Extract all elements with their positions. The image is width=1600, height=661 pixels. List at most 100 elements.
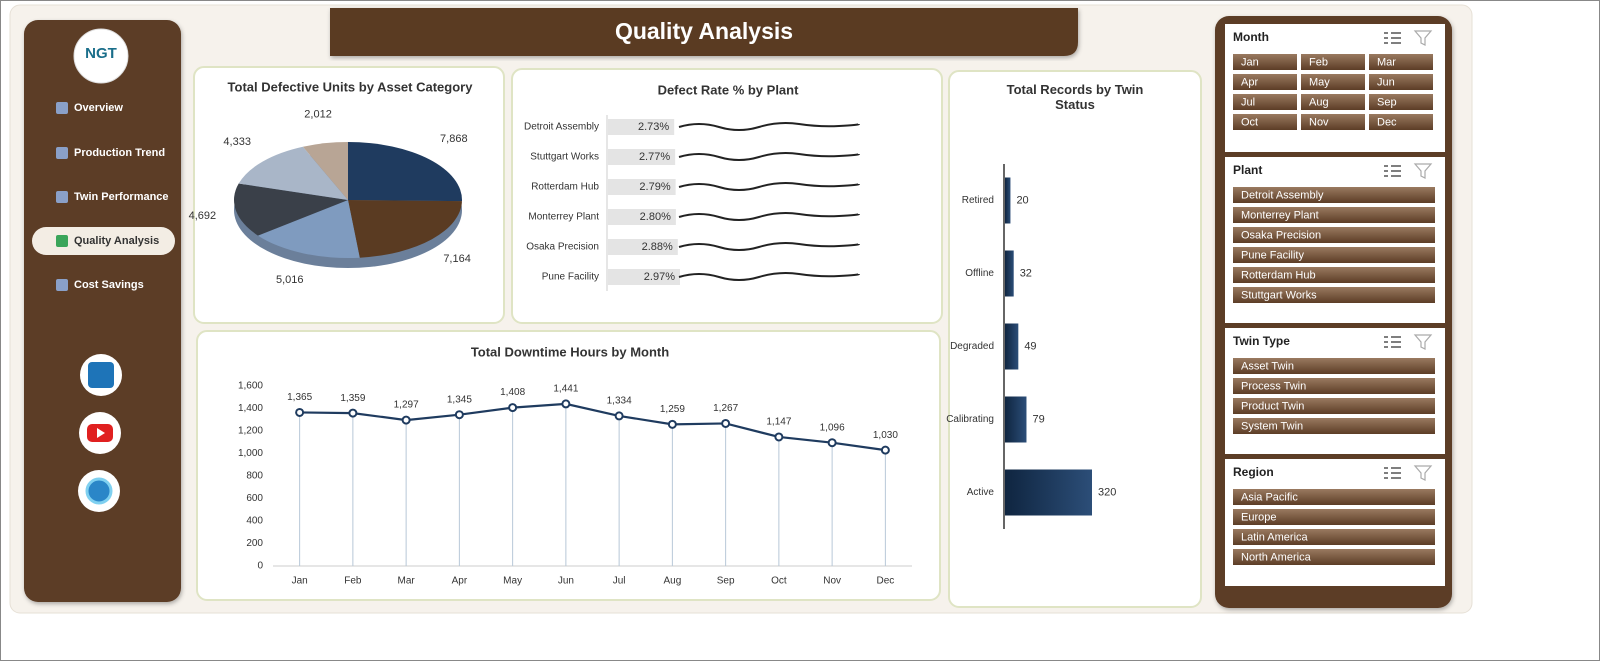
slicer-item[interactable] <box>1233 418 1435 434</box>
slicer-item-label: Jan <box>1241 56 1259 68</box>
slicer-item[interactable] <box>1233 114 1297 130</box>
nav-item[interactable]: Cost Savings <box>74 279 144 291</box>
slicer-item[interactable] <box>1233 529 1435 545</box>
slicer-item[interactable] <box>1233 287 1435 303</box>
slicer-item-label: Product Twin <box>1241 400 1304 412</box>
marker <box>348 408 358 418</box>
slicer-item-label: Sep <box>1377 96 1397 108</box>
slicer-item-label: Europe <box>1241 511 1276 523</box>
nav-icon <box>56 147 68 159</box>
marker <box>454 410 464 420</box>
slicer-item[interactable] <box>1233 509 1435 525</box>
clear-filter-icon[interactable] <box>1413 163 1433 179</box>
multi-select-icon[interactable] <box>1384 467 1401 479</box>
slicer-item-label: Oct <box>1241 116 1258 128</box>
x-tick-label: Oct <box>771 576 787 587</box>
web-icon <box>85 477 113 505</box>
slicer-item[interactable] <box>1233 54 1297 70</box>
slicer-title: Plant <box>1233 163 1262 177</box>
chart-title: Total Downtime Hours by Month <box>471 344 669 359</box>
multi-select-icon[interactable] <box>1384 165 1401 177</box>
slicer-item-label: Jun <box>1377 76 1395 88</box>
header-title: Quality Analysis <box>615 18 793 44</box>
y-tick-label: 1,000 <box>238 448 263 459</box>
slicer-item[interactable] <box>1233 74 1297 90</box>
slicer-item[interactable] <box>1233 94 1297 110</box>
bar <box>1005 250 1014 297</box>
chart-title: Total Records by Twin Status <box>1006 82 1144 112</box>
nav-active-pill[interactable] <box>32 227 175 255</box>
logo[interactable] <box>73 28 129 84</box>
data-label: 320 <box>1098 486 1116 498</box>
slicer-item[interactable] <box>1233 207 1435 223</box>
category-label: Monterrey Plant <box>528 212 599 223</box>
slicer-item[interactable] <box>1301 54 1365 70</box>
slicer-item[interactable] <box>1233 267 1435 283</box>
data-label: 2.73% <box>638 121 669 133</box>
sparkline <box>678 122 860 131</box>
slicer-item[interactable] <box>1369 74 1433 90</box>
sparkline <box>678 152 860 161</box>
slicer-item[interactable] <box>1301 74 1365 90</box>
nav-item[interactable]: Overview <box>74 102 123 114</box>
y-tick-label: 1,200 <box>238 426 263 437</box>
multi-select-icon[interactable] <box>1384 336 1401 348</box>
linkedin-icon <box>88 362 114 388</box>
slicer-item-label: Asia Pacific <box>1241 491 1298 503</box>
bar <box>608 119 675 135</box>
data-label: 2,012 <box>304 109 332 121</box>
slicer-item-label: Stuttgart Works <box>1241 289 1317 301</box>
category-label: Detroit Assembly <box>524 122 599 133</box>
nav-item[interactable]: Quality Analysis <box>74 235 159 247</box>
x-tick-label: Jan <box>292 576 308 587</box>
nav-item[interactable]: Production Trend <box>74 147 165 159</box>
slicer-item[interactable] <box>1233 398 1435 414</box>
slicer-item-label: Monterrey Plant <box>1241 209 1319 221</box>
data-label: 1,334 <box>607 396 632 407</box>
sparkline <box>678 182 860 191</box>
slicer-item-label: System Twin <box>1241 420 1303 432</box>
category-label: Pune Facility <box>542 272 599 283</box>
marker <box>721 418 731 428</box>
sparkline <box>678 272 860 281</box>
x-tick-label: Sep <box>717 576 735 587</box>
bar <box>1005 323 1019 370</box>
bar <box>608 239 678 255</box>
slicer-item-label: Feb <box>1309 56 1328 68</box>
slicer-item[interactable] <box>1233 227 1435 243</box>
slicer-title: Region <box>1233 465 1274 479</box>
slicer-item[interactable] <box>1301 114 1365 130</box>
pie-slice <box>348 200 462 258</box>
marker <box>880 445 890 455</box>
slicer-item[interactable] <box>1233 358 1435 374</box>
slicer-item-label: Detroit Assembly <box>1241 189 1324 201</box>
data-label: 1,359 <box>340 393 365 404</box>
card <box>948 70 1202 608</box>
slicer-item[interactable] <box>1301 94 1365 110</box>
clear-filter-icon[interactable] <box>1413 334 1433 350</box>
clear-filter-icon[interactable] <box>1413 465 1433 481</box>
nav-icon <box>56 102 68 114</box>
category-label: Offline <box>965 268 994 279</box>
slicer-item[interactable] <box>1233 489 1435 505</box>
slicer-item[interactable] <box>1233 187 1435 203</box>
line <box>299 402 886 452</box>
slicer-item[interactable] <box>1233 247 1435 263</box>
slicer-item[interactable] <box>1369 114 1433 130</box>
data-label: 1,441 <box>553 384 578 395</box>
clear-filter-icon[interactable] <box>1413 30 1433 46</box>
data-label: 1,096 <box>820 422 845 433</box>
category-label: Osaka Precision <box>526 242 599 253</box>
data-label: 1,147 <box>766 417 791 428</box>
y-tick-label: 400 <box>246 516 263 527</box>
slicer-item[interactable] <box>1233 549 1435 565</box>
data-label: 79 <box>1032 413 1044 425</box>
multi-select-icon[interactable] <box>1384 32 1401 44</box>
nav-item[interactable]: Twin Performance <box>74 191 169 203</box>
slicer-item[interactable] <box>1233 378 1435 394</box>
slicer-item-label: Osaka Precision <box>1241 229 1321 241</box>
slicer-item[interactable] <box>1369 94 1433 110</box>
data-label: 7,868 <box>440 133 468 145</box>
data-label: 4,333 <box>223 136 251 148</box>
slicer-item[interactable] <box>1369 54 1433 70</box>
